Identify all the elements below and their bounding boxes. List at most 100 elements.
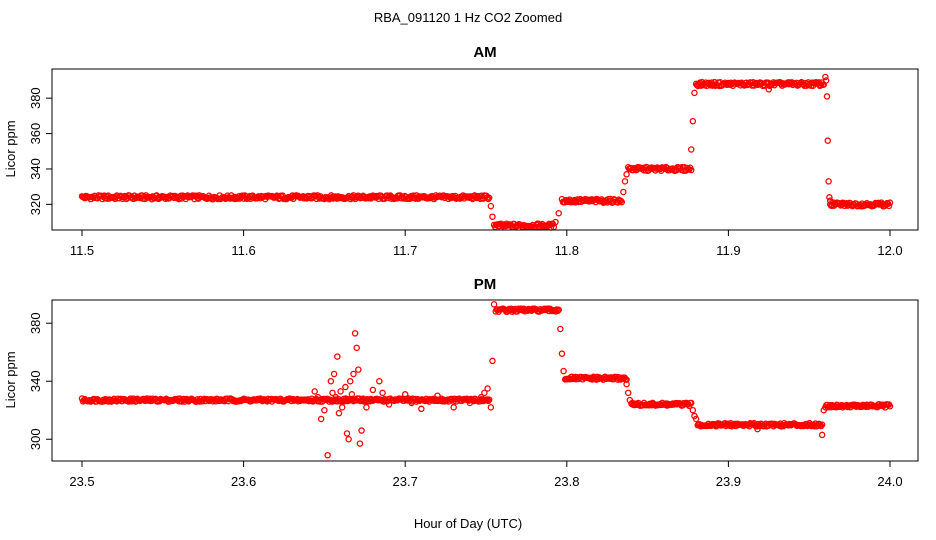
- pm-x-tick-label: 23.6: [231, 474, 256, 489]
- pm-data-point: [418, 405, 425, 413]
- am-x-tick-label: 11.5: [70, 243, 94, 258]
- am-data-point: [825, 178, 832, 185]
- am-data-point: [886, 199, 894, 206]
- pm-data-point: [351, 330, 359, 337]
- am-data-point: [824, 137, 832, 144]
- pm-data-point: [343, 430, 351, 437]
- pm-data-point: [334, 353, 341, 360]
- am-data-point: [826, 197, 834, 205]
- pm-panel-title: PM: [474, 276, 497, 293]
- pm-data-point: [466, 399, 474, 407]
- pm-axis-ticks: 23.5 23.6 23.7 23.8 23.9 24.0 300 340 380: [28, 312, 903, 489]
- am-plot-frame: [51, 68, 919, 231]
- am-y-tick-label: 320: [28, 193, 43, 215]
- pm-data-point: [485, 397, 492, 405]
- am-x-tick-label: 11.8: [555, 243, 579, 258]
- pm-data-point: [337, 388, 344, 395]
- pm-data-point: [886, 403, 894, 410]
- pm-data-point: [330, 370, 338, 378]
- pm-data-point: [485, 396, 493, 403]
- pm-x-tick-label: 23.7: [393, 474, 418, 489]
- pm-data-point: [338, 404, 346, 411]
- pm-data-point: [626, 396, 634, 404]
- pm-data-point: [340, 398, 348, 405]
- pm-y-tick-label: 300: [28, 428, 43, 450]
- am-data-point: [822, 77, 830, 84]
- pm-data-point: [818, 431, 826, 439]
- pm-y-axis-label: Licor ppm: [3, 351, 18, 408]
- am-data-point: [691, 89, 698, 97]
- pm-data-point: [324, 451, 331, 459]
- pm-data-point: [359, 395, 367, 402]
- pm-data-point: [687, 399, 695, 407]
- am-data-point: [618, 198, 625, 206]
- pm-data-point: [477, 393, 485, 401]
- am-x-tick-label: 11.9: [716, 243, 740, 258]
- pm-data-point: [342, 383, 349, 391]
- am-y-tick-label: 340: [28, 158, 43, 180]
- pm-data-point: [335, 409, 343, 417]
- am-data-points: [78, 73, 894, 231]
- pm-data-point: [376, 377, 383, 385]
- pm-data-point: [332, 393, 339, 401]
- pm-data-point: [348, 391, 356, 398]
- pm-data-point: [314, 393, 322, 401]
- pm-data-point: [481, 389, 488, 397]
- pm-data-point: [818, 421, 826, 428]
- pm-data-point: [754, 425, 761, 433]
- pm-data-points: [78, 301, 894, 459]
- pm-data-point: [358, 427, 365, 434]
- pm-data-point: [624, 389, 632, 397]
- pm-data-point: [317, 415, 325, 423]
- pm-data-point: [356, 440, 364, 447]
- pm-data-point: [363, 404, 370, 411]
- pm-y-tick-label: 340: [28, 370, 43, 392]
- am-data-point: [885, 202, 893, 210]
- pm-panel: PM Licor ppm 23.5 23.6 23.7 23.8 23.9 24.0 300…: [3, 276, 919, 489]
- pm-data-point: [484, 385, 491, 392]
- am-data-point: [621, 178, 629, 185]
- am-data-point: [485, 195, 492, 203]
- pm-y-tick-label: 380: [28, 312, 43, 334]
- am-data-point: [552, 218, 559, 226]
- pm-data-point: [401, 391, 409, 398]
- pm-data-point: [487, 404, 495, 411]
- am-data-point: [822, 73, 829, 81]
- figure-x-axis-label: Hour of Day (UTC): [414, 516, 522, 531]
- pm-x-tick-label: 23.8: [554, 474, 579, 489]
- pm-data-point: [623, 380, 630, 388]
- pm-data-point: [558, 350, 566, 357]
- pm-x-tick-label: 23.5: [69, 474, 94, 489]
- pm-data-point: [434, 392, 441, 399]
- am-x-tick-label: 12.0: [877, 243, 902, 258]
- am-x-tick-label: 11.7: [393, 243, 417, 258]
- pm-data-point: [327, 377, 335, 385]
- pm-data-point: [385, 401, 393, 408]
- am-y-axis-label: Licor ppm: [3, 120, 18, 177]
- pm-data-point: [489, 357, 496, 365]
- am-x-tick-label: 11.6: [231, 243, 255, 258]
- pm-data-point: [557, 325, 564, 333]
- pm-data-point: [820, 406, 827, 414]
- am-data-point: [485, 194, 493, 202]
- am-data-point: [765, 86, 773, 93]
- pm-x-tick-label: 23.9: [716, 474, 741, 489]
- figure-title: RBA_091120 1 Hz CO2 Zoomed: [374, 10, 562, 25]
- pm-data-point: [408, 399, 415, 407]
- pm-data-point: [689, 406, 697, 414]
- pm-data-point: [560, 367, 567, 375]
- am-data-point: [555, 209, 562, 217]
- pm-data-point: [353, 344, 360, 352]
- pm-data-point: [345, 435, 352, 443]
- am-data-point: [620, 188, 627, 196]
- pm-data-point: [490, 301, 498, 308]
- pm-data-point: [329, 389, 336, 397]
- am-data-point: [487, 202, 495, 210]
- pm-data-point: [379, 389, 386, 397]
- am-data-point: [489, 213, 496, 220]
- am-data-point: [826, 194, 833, 201]
- am-data-point: [687, 146, 695, 153]
- pm-data-point: [347, 377, 354, 385]
- am-data-point: [687, 166, 695, 174]
